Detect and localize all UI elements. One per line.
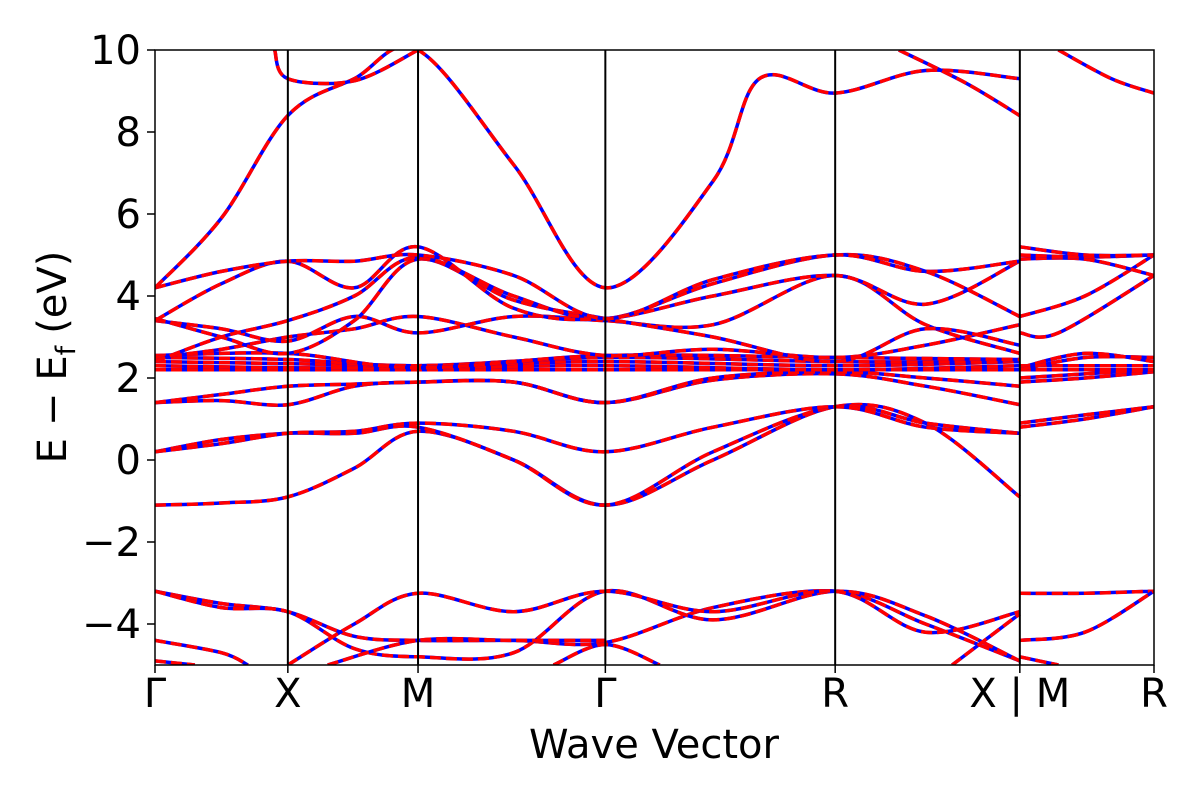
band-line-dashed-29 <box>1019 589 1154 643</box>
band-line-solid-43 <box>1057 50 1154 95</box>
band-line-dashed-37 <box>1019 354 1154 372</box>
y-axis-title-minus: − <box>30 393 76 427</box>
band-line-dashed-40 <box>1019 256 1154 278</box>
y-axis-title-subscript: f <box>51 344 82 355</box>
band-line-dashed-42 <box>1019 245 1154 258</box>
band-line-dashed-15 <box>155 252 1020 321</box>
band-line-dashed-2 <box>155 404 1020 454</box>
band-line-dashed-10 <box>155 314 1021 360</box>
y-axis-ticks: −4 −2 0 2 4 6 8 10 <box>82 28 155 648</box>
plot-frame <box>154 49 1155 666</box>
band-line-dashed-17 <box>272 50 419 86</box>
x-tick-label-1: X <box>274 671 301 717</box>
y-tick-label-3: 2 <box>116 356 141 402</box>
x-tick-label-2: M <box>401 671 436 717</box>
x-tick-label-0: Γ <box>144 671 167 717</box>
high-symmetry-lines <box>286 50 1021 665</box>
y-axis-title-e: E <box>30 438 76 463</box>
y-tick-label-0: −4 <box>82 602 141 648</box>
band-line-dashed-12 <box>155 257 1021 364</box>
band-line-dashed-22 <box>155 638 249 665</box>
band-line-dashed-31 <box>1019 404 1154 425</box>
y-tick-label-6: 8 <box>116 110 141 156</box>
y-tick-label-7: 10 <box>90 28 141 74</box>
band-line-dashed-39 <box>1019 253 1154 319</box>
x-tick-label-4: R <box>821 671 849 717</box>
band-line-dashed-38 <box>1019 274 1154 339</box>
x-tick-label-3: Γ <box>594 671 617 717</box>
band-line-dashed-0 <box>155 402 1021 507</box>
y-axis-title: E − Ef (eV) <box>30 251 82 464</box>
y-tick-label-4: 4 <box>116 274 141 320</box>
y-tick-label-2: 0 <box>116 438 141 484</box>
band-line-dashed-26 <box>951 612 1021 665</box>
y-tick-label-1: −2 <box>82 520 141 566</box>
y-axis-title-e2: E <box>30 355 76 380</box>
band-line-dashed-20 <box>155 588 1021 663</box>
band-line-dashed-4 <box>155 370 1020 405</box>
band-line-dashed-18 <box>898 50 1021 118</box>
x-axis-title: Wave Vector <box>529 722 780 768</box>
x-axis-ticks: Γ X M Γ R X | M R <box>144 665 1168 717</box>
band-line-dashed-21 <box>286 589 1021 665</box>
x-tick-label-6: R <box>1140 671 1168 717</box>
band-line-dashed-36 <box>1019 351 1154 370</box>
band-line-dashed-13 <box>155 252 1021 364</box>
y-axis-title-unit: (eV) <box>30 251 76 334</box>
band-line-dashed-14 <box>155 245 1021 323</box>
x-tick-label-5: X | M <box>969 671 1070 717</box>
band-line-dashed-32 <box>1019 370 1154 384</box>
band-line-dashed-28 <box>1019 589 1154 596</box>
y-tick-label-5: 6 <box>116 192 141 238</box>
band-line-dashed-24 <box>327 636 606 665</box>
